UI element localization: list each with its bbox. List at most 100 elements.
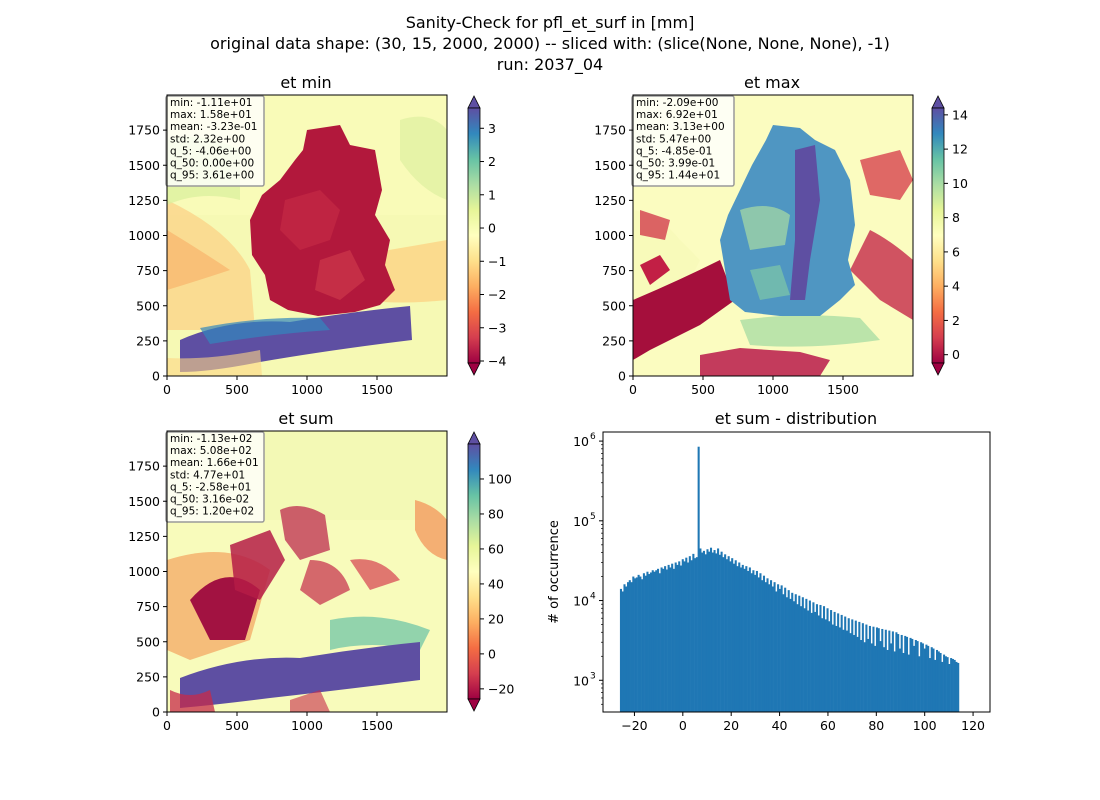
histogram-bar [669,567,672,712]
colorbar-tick-label: 10 [952,176,968,191]
histogram-bar [625,586,628,712]
histogram-bar [709,547,713,712]
histogram-bar [660,567,663,712]
histogram-bar [930,647,933,712]
histogram-bar [883,647,886,712]
histogram-bar [734,560,737,712]
histogram-bar [623,584,626,712]
x-tick-label: 1500 [827,382,859,397]
histogram-bar [789,598,792,712]
histogram-bar [845,630,849,712]
histogram-bar [905,636,909,712]
histogram-bar [699,548,702,712]
histogram-bar [777,584,780,712]
histogram-bar [794,594,797,712]
histogram-bar [842,629,845,712]
histogram-bar [957,662,960,712]
histogram-bar [863,642,866,712]
y-tick-label: 750 [136,599,160,614]
colorbar-tick-label: 4 [952,279,960,294]
histogram-bar [671,563,674,712]
histogram-bar [694,558,697,712]
histogram-bar [748,567,751,712]
histogram-bar [708,551,711,712]
x-axis-distribution: −20 0 20 40 60 80 100 120 [621,712,985,733]
stat-line: max: 5.08e+02 [170,445,252,457]
histogram-bar [944,656,947,712]
histogram-bar [715,553,718,712]
histogram-bar [815,604,818,712]
histogram-bar [773,582,776,712]
histogram-bar [900,634,903,712]
histogram-bar [754,574,757,712]
y-tick-label: 750 [602,263,626,278]
x-tick-label: 500 [691,382,715,397]
histogram-bar [840,614,843,712]
heatmap-et-max [633,95,913,376]
histogram-bar [762,575,766,712]
x-tick-label: 20 [723,718,739,733]
y-tick-label: 1750 [594,123,626,138]
histogram-bar [655,570,658,712]
histogram-bar [925,644,928,712]
x-axis-et-min: 0 500 1000 1500 [163,376,393,397]
y-tick-label: 750 [136,263,160,278]
y-tick-exponent: 4 [590,592,596,602]
histogram-bar [775,591,778,712]
histogram-bar [681,559,684,712]
histogram-bar [851,619,854,712]
y-tick-exponent: 5 [590,512,596,522]
histogram-bar [704,554,707,712]
x-tick-label: 40 [772,718,788,733]
y-tick-label: 1250 [594,193,626,208]
histogram-bar [870,643,873,712]
histogram-bar [872,626,875,712]
histogram-bar [951,658,954,712]
histogram-bar [697,446,700,712]
colorbar-tick-label: −2 [488,287,506,302]
colorbar-tick-label: 40 [488,576,504,591]
stat-line: min: -2.09e+00 [636,97,718,109]
stat-line: min: -1.11e+01 [170,97,252,109]
colorbar-tick-label: 6 [952,244,960,259]
panel-title-et-min: et min [280,73,331,92]
panel-title-et-max: et max [744,73,800,92]
histogram-bar [722,557,725,712]
colorbar-tick-label: −20 [488,681,514,696]
y-tick-label: 1500 [128,494,160,509]
y-tick-label: 1500 [594,158,626,173]
histogram-bar [814,611,817,712]
stat-line: q_5: -4.06e+00 [170,145,251,157]
histogram-bar [884,629,887,712]
x-axis-et-max: 0 500 1000 1500 [629,376,859,397]
histogram-bar [634,578,637,712]
histogram-bar [778,588,781,712]
y-tick-label: 1500 [128,158,160,173]
stat-line: q_50: 3.99e-01 [636,158,715,170]
stat-line: max: 6.92e+01 [636,109,718,121]
colorbar-tick-label: 0 [488,646,496,661]
x-tick-label: 1000 [291,382,323,397]
histogram-bar [902,652,905,712]
histogram-bar [653,571,656,712]
histogram-bar [718,554,721,712]
histogram-bar [837,613,840,712]
histogram-bar [927,645,930,712]
histogram-bar [920,642,923,712]
histogram-bar [932,648,935,712]
histogram-bar [667,564,670,712]
histogram-bar [805,598,808,712]
x-tick-label: 500 [225,382,249,397]
histogram-bar [800,606,803,712]
colorbar-tick-label: 0 [952,347,960,362]
histogram-bar [732,563,736,712]
histogram-bar [685,557,688,712]
histogram-bar [679,565,683,712]
histogram-bar [934,659,937,712]
y-axis-et-sum: 0 250 500 750 1000 1250 1500 1750 [128,459,167,720]
histogram-bar [695,557,698,712]
colorbar-tick-label: 20 [488,611,504,626]
y-tick-label: 250 [602,333,626,348]
